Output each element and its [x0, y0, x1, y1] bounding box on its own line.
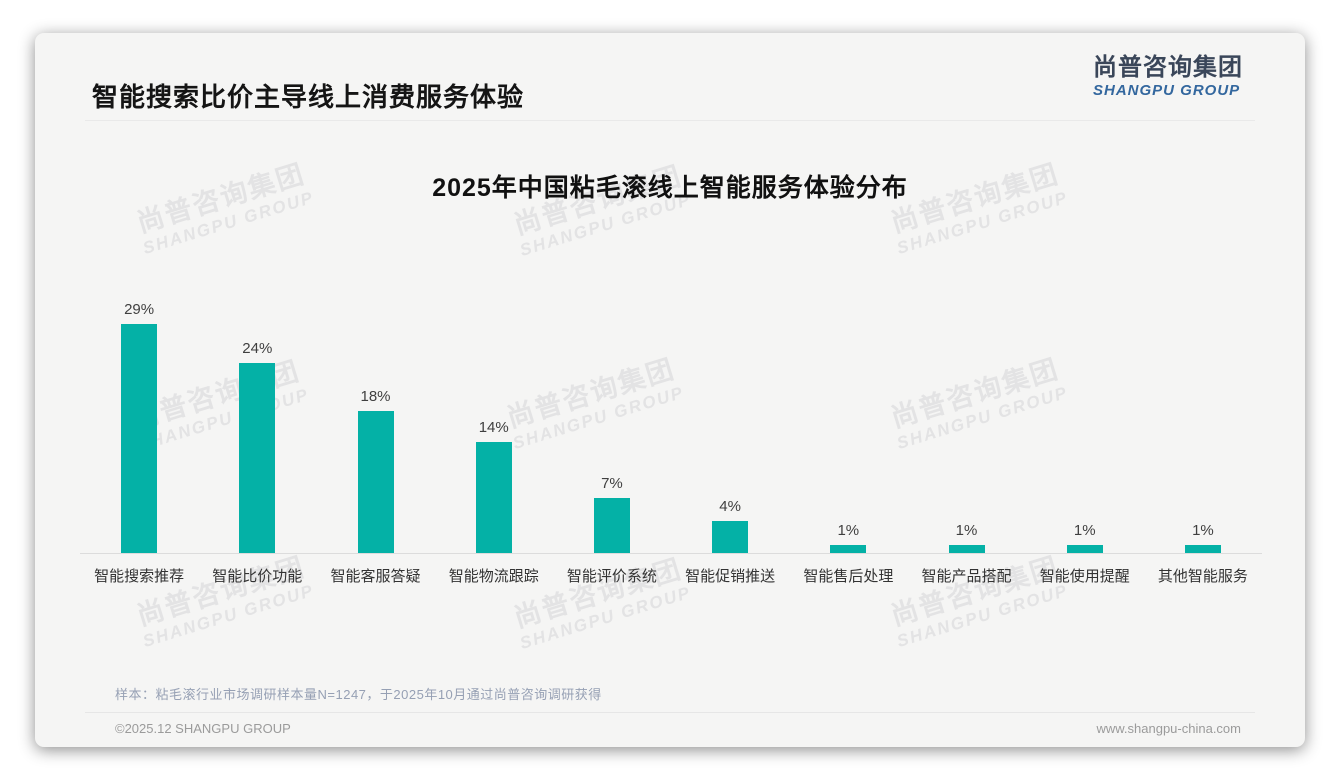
- footer-website: www.shangpu-china.com: [1096, 721, 1241, 736]
- bar-group: 1%: [907, 213, 1025, 553]
- bar: [830, 545, 867, 553]
- bar-group: 1%: [1144, 213, 1262, 553]
- bar-value-label: 4%: [719, 498, 741, 515]
- x-axis-label: 智能售后处理: [803, 568, 894, 585]
- bar-group: 18%: [316, 213, 434, 553]
- x-axis-labels: 智能搜索推荐 智能比价功能 智能客服答疑 智能物流跟踪 智能评价系统 智能促销推…: [80, 565, 1262, 586]
- bar-group: 14%: [435, 213, 553, 553]
- bar-value-label: 29%: [124, 301, 155, 318]
- footer-divider: [85, 712, 1255, 713]
- chart-title: 2025年中国粘毛滚线上智能服务体验分布: [432, 174, 908, 202]
- bar: [357, 411, 394, 553]
- x-axis-label: 智能比价功能: [212, 568, 303, 585]
- bar: [593, 498, 630, 553]
- x-axis-label: 智能客服答疑: [330, 568, 421, 585]
- x-axis-label: 智能促销推送: [685, 568, 776, 585]
- bar-group: 1%: [1026, 213, 1144, 553]
- x-axis-label: 智能物流跟踪: [448, 568, 539, 585]
- bar-value-label: 14%: [478, 419, 509, 436]
- bar-value-label: 7%: [601, 475, 623, 492]
- x-axis-label: 智能搜索推荐: [94, 568, 185, 585]
- bar: [239, 363, 276, 553]
- sample-note: 样本：粘毛滚行业市场调研样本量N=1247，于2025年10月通过尚普咨询调研获…: [115, 687, 602, 702]
- bar: [948, 545, 985, 553]
- bar: [1184, 545, 1221, 553]
- x-axis-label: 其他智能服务: [1157, 568, 1248, 585]
- bar: [475, 442, 512, 553]
- header-divider: [85, 120, 1255, 121]
- bar-value-label: 1%: [955, 522, 978, 539]
- slide-card: 尚普咨询集团 SHANGPU GROUP 尚普咨询集团 SHANGPU GROU…: [35, 33, 1305, 747]
- bar-value-label: 1%: [837, 522, 860, 539]
- footer-copyright: ©2025.12 SHANGPU GROUP: [115, 721, 291, 736]
- bar-group: 29%: [80, 213, 198, 553]
- bar-value-label: 24%: [242, 340, 273, 357]
- bar: [121, 324, 158, 553]
- bar-group: 24%: [198, 213, 316, 553]
- logo-chinese-name: 尚普咨询集团: [1093, 54, 1243, 81]
- company-logo: 尚普咨询集团 SHANGPU GROUP: [1093, 54, 1243, 99]
- x-axis-label: 智能使用提醒: [1039, 568, 1130, 585]
- bar: [1066, 545, 1103, 553]
- bar-group: 4%: [671, 213, 789, 553]
- bar-value-label: 18%: [360, 388, 391, 405]
- bar-value-label: 1%: [1192, 522, 1214, 539]
- bar-group: 7%: [553, 213, 671, 553]
- logo-english-name: SHANGPU GROUP: [1093, 81, 1241, 99]
- bar-chart-plot-area: 29% 24% 18% 14% 7% 4%: [80, 213, 1262, 554]
- page-title: 智能搜索比价主导线上消费服务体验: [92, 82, 525, 112]
- x-axis-label: 智能产品搭配: [921, 568, 1012, 585]
- bar-group: 1%: [789, 213, 907, 553]
- x-axis-label: 智能评价系统: [566, 568, 657, 585]
- bar-value-label: 1%: [1073, 522, 1096, 539]
- bar: [712, 521, 749, 553]
